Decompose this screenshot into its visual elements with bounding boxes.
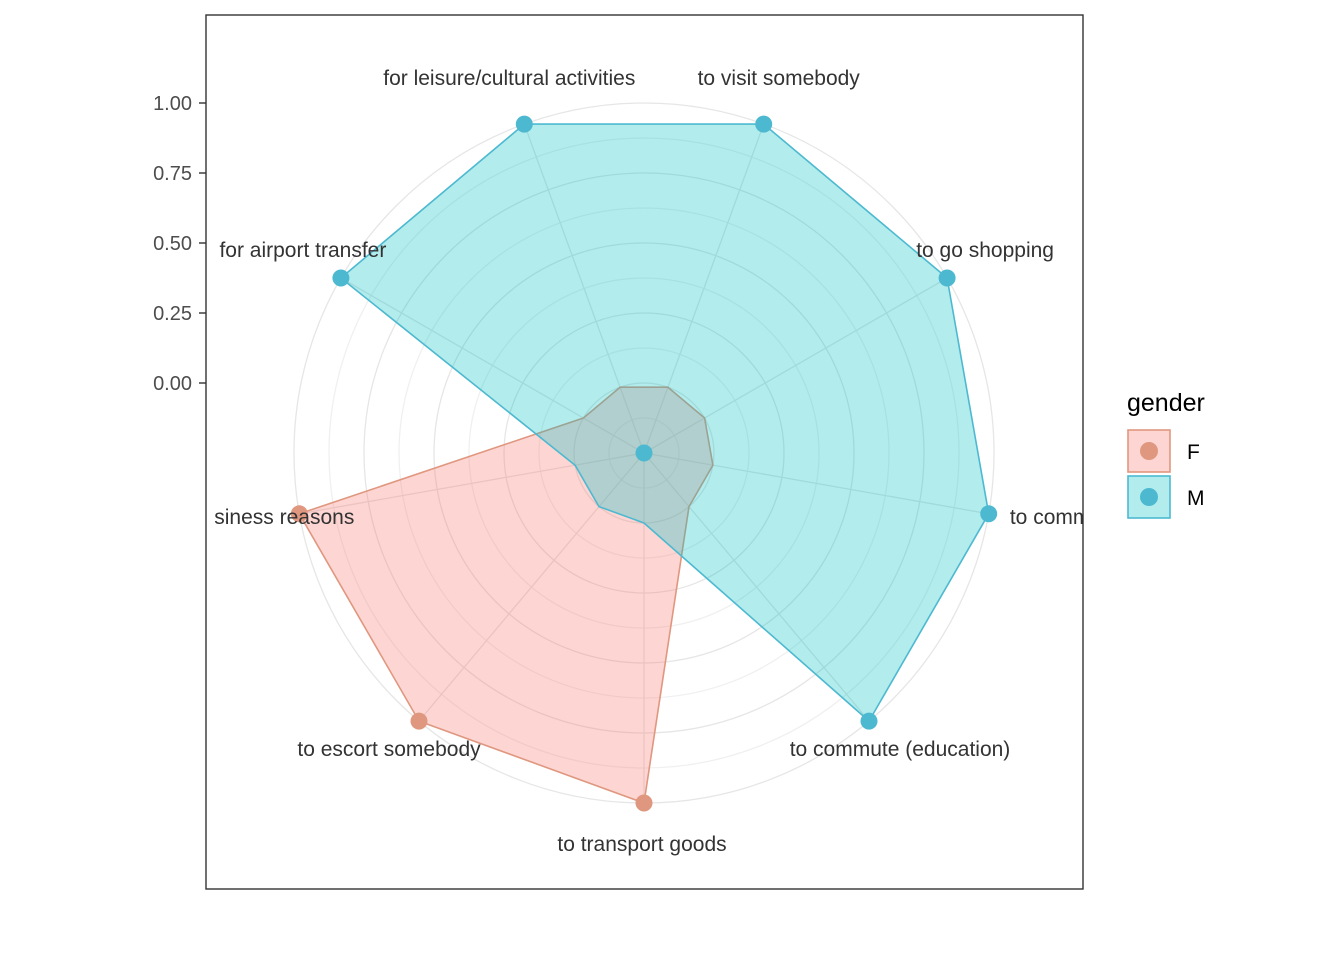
y-tick-label: 0.00 xyxy=(153,373,192,395)
y-tick-label: 0.50 xyxy=(153,233,192,255)
data-point-center xyxy=(635,444,653,462)
grid-spoke xyxy=(299,452,645,515)
category-label: to go shopping xyxy=(916,239,1054,262)
category-label: to visit somebody xyxy=(698,67,861,90)
category-label: for leisure/cultural activities xyxy=(383,67,635,90)
grid-spoke xyxy=(643,452,870,722)
category-label: to commute (w xyxy=(1010,506,1149,529)
data-point-M xyxy=(755,115,773,133)
grid-spoke xyxy=(418,452,645,722)
grid-spoke xyxy=(523,123,645,454)
data-point-F xyxy=(410,712,428,730)
legend-label-F: F xyxy=(1187,441,1200,464)
category-label: siness reasons xyxy=(214,506,354,529)
grid-spoke xyxy=(643,123,765,454)
category-label: to transport goods xyxy=(557,833,726,856)
series-area-F xyxy=(298,386,714,804)
legend-point-M xyxy=(1140,488,1158,506)
category-label: to commute (education) xyxy=(790,738,1011,761)
data-point-M xyxy=(938,269,956,287)
data-point-F xyxy=(635,794,653,812)
legend-title: gender xyxy=(1127,389,1205,417)
legend-point-F xyxy=(1140,442,1158,460)
data-point-M xyxy=(860,712,878,730)
y-tick-label: 1.00 xyxy=(153,93,192,115)
y-tick-label: 0.75 xyxy=(153,163,192,185)
grid-spoke xyxy=(643,277,948,454)
grid-layer xyxy=(293,102,995,804)
series-area-M xyxy=(340,123,990,722)
grid-spoke xyxy=(340,277,645,454)
y-axis: 0.00 0.25 0.50 0.75 1.00 xyxy=(153,93,206,395)
category-label-layer: to visit somebody to go shopping to commut… xyxy=(214,67,1149,856)
panel-border xyxy=(205,14,1084,890)
legend-label-M: M xyxy=(1187,487,1205,510)
data-point-M xyxy=(515,115,533,133)
category-label: to escort somebody xyxy=(297,738,481,761)
legend: gender FM xyxy=(1127,389,1205,519)
y-tick-label: 0.25 xyxy=(153,303,192,325)
data-point-M xyxy=(980,505,998,523)
grid-spoke xyxy=(643,452,989,515)
data-point-M xyxy=(332,269,350,287)
data-point-F xyxy=(290,505,308,523)
series-layer xyxy=(290,115,998,812)
category-label: for airport transfer xyxy=(219,239,386,262)
